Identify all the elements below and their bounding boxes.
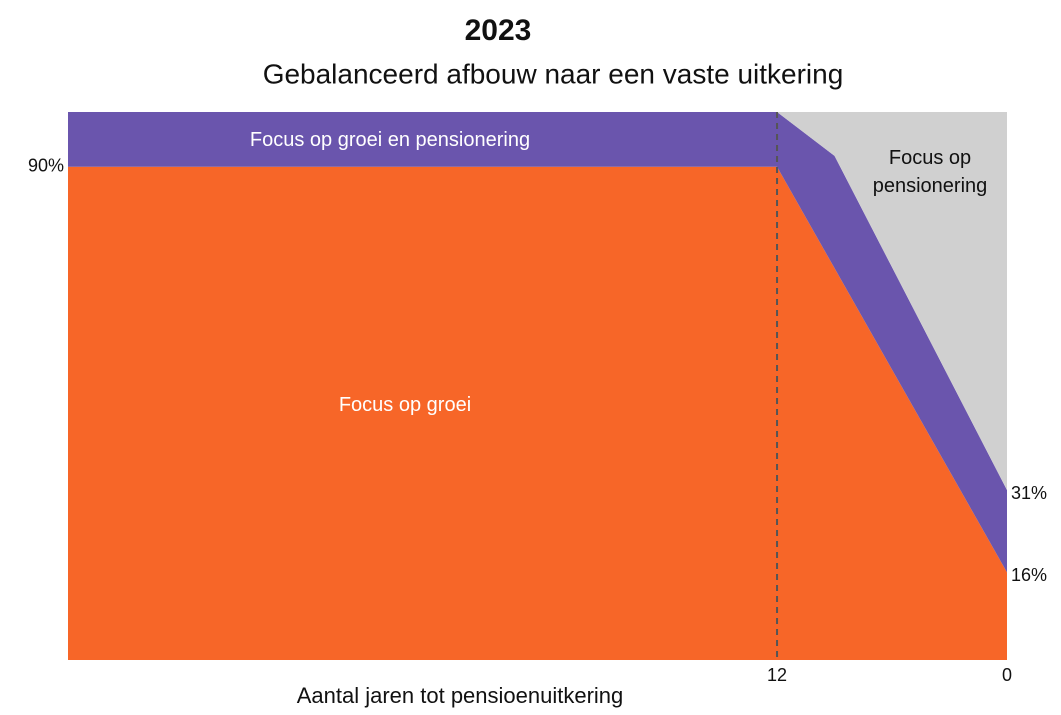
y2-tick-label: 31%: [1011, 483, 1047, 503]
x-tick-label: 12: [767, 665, 787, 685]
area-label: Focus op groei en pensionering: [249, 129, 531, 151]
y-tick-label: 90%: [28, 156, 64, 176]
chart-title: 2023: [465, 14, 532, 47]
x-axis-label: Aantal jaren tot pensioenuitkering: [297, 683, 624, 708]
y2-tick-label: 16%: [1011, 565, 1047, 585]
area-label: Focus op pensionering: [872, 147, 988, 197]
area: [68, 112, 1007, 573]
area: [68, 166, 1007, 661]
x-tick-label: 0: [1002, 665, 1012, 685]
chart-subtitle: Gebalanceerd afbouw naar een vaste uitke…: [263, 58, 844, 89]
area: [68, 112, 1007, 491]
area-label: Focus op groei: [338, 394, 472, 416]
